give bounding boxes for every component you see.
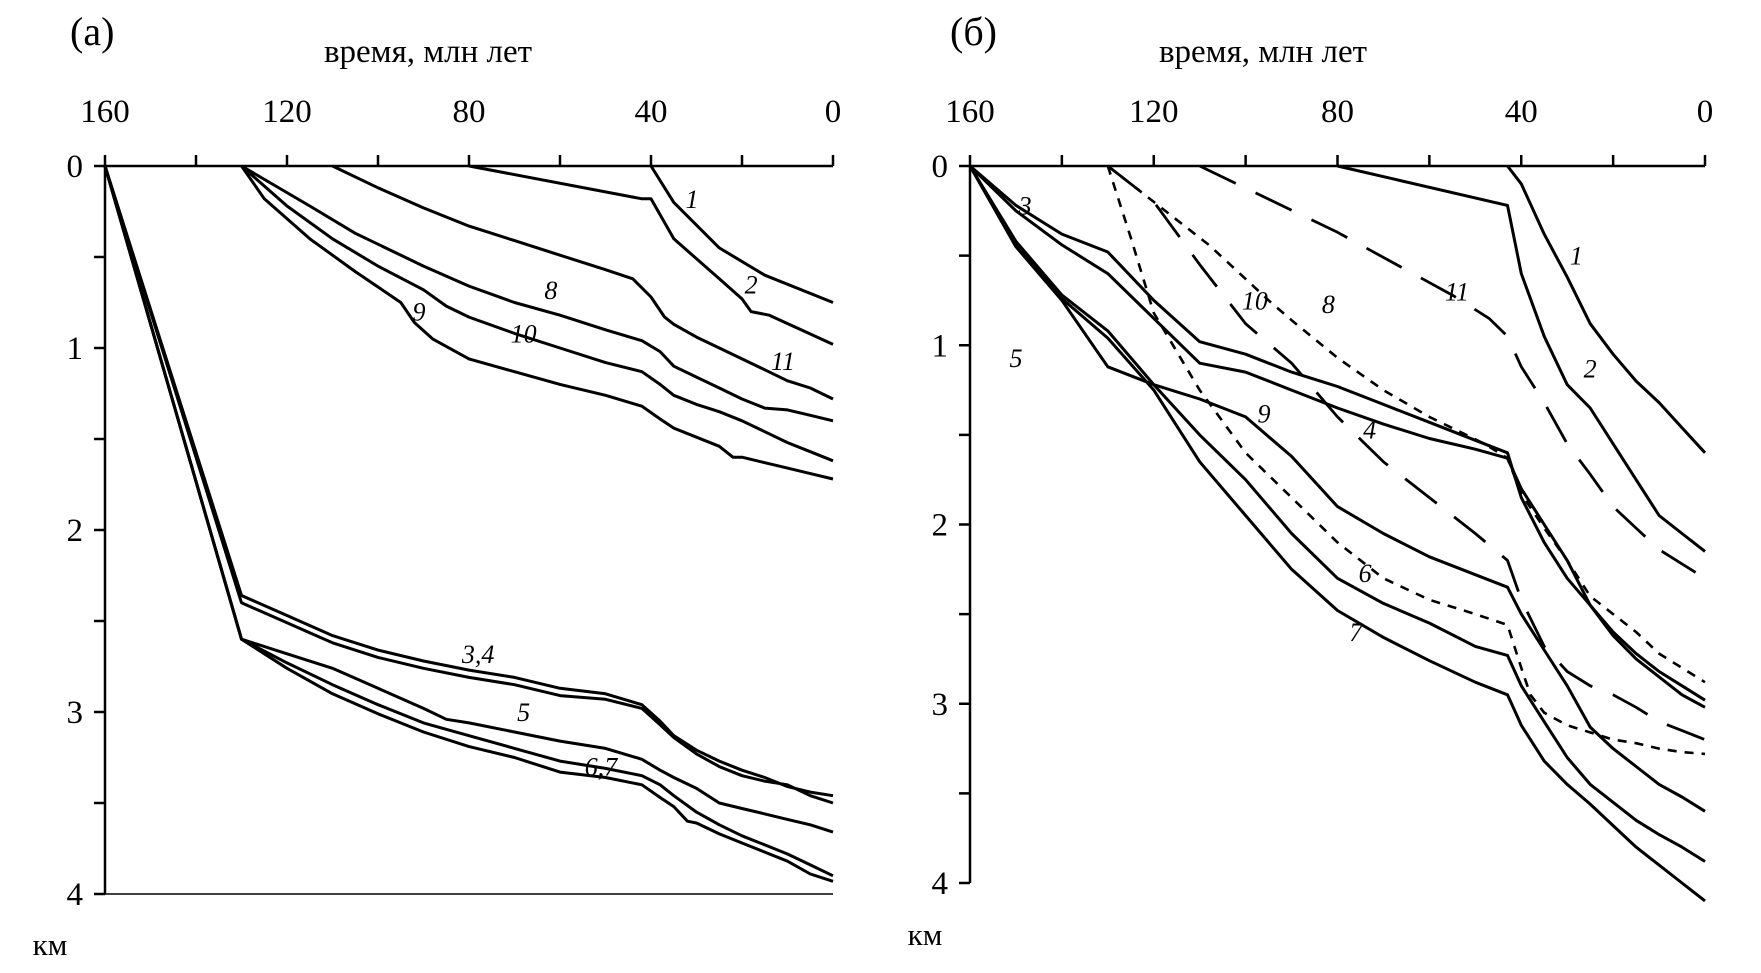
series-b-11-label: 11 (1445, 277, 1469, 306)
y-tick-label-a-2: 2 (67, 513, 84, 549)
x-tick-label-b-80: 80 (1321, 94, 1354, 130)
y-axis-unit-b: км (908, 917, 943, 952)
series-a-u2-line (331, 164, 834, 401)
x-tick-label-b-40: 40 (1505, 94, 1538, 130)
series-b-2-line (1337, 164, 1706, 553)
series-a-6-7-label: 6,7 (585, 753, 619, 782)
series-a-2-label: 2 (745, 270, 758, 299)
series-a-1-line (649, 165, 834, 304)
x-tick-label-a-80: 80 (453, 94, 486, 130)
y-tick-label-b-4: 4 (932, 866, 949, 902)
x-tick-label-a-0: 0 (825, 94, 842, 130)
panel-a: (а) время, млн лет км 160 120 80 40 0 0 1 2 3 4 1 2… (33, 9, 842, 962)
y-tick-label-b-0: 0 (932, 149, 949, 185)
x-axis-title-b: время, млн лет (1159, 34, 1367, 70)
series-a-6-7-line (103, 165, 834, 883)
series-b-6-label: 6 (1359, 559, 1372, 588)
series-a-9-line (240, 165, 834, 481)
series-b-2-label: 2 (1584, 355, 1597, 384)
series-a-5-line (103, 165, 834, 834)
y-tick-label-b-2: 2 (932, 508, 949, 544)
y-tick-label-b-1: 1 (932, 328, 949, 364)
y-tick-label-a-4: 4 (67, 877, 84, 913)
series-a-1-label: 1 (685, 185, 698, 214)
series-a-11-label: 11 (771, 347, 795, 376)
series-a-3-4-line (103, 165, 834, 805)
series-b-7-line (968, 165, 1706, 903)
series-b-9-label: 9 (1258, 399, 1271, 428)
x-tick-label-b-120: 120 (1129, 94, 1179, 130)
series-b-8-label: 8 (1322, 290, 1335, 319)
series-b-4-label: 4 (1363, 415, 1376, 444)
x-tick-label-a-40: 40 (635, 94, 668, 130)
x-tick-label-a-160: 160 (80, 94, 130, 130)
x-axis-title-a: время, млн лет (324, 34, 532, 70)
x-tick-label-b-0: 0 (1697, 94, 1714, 130)
y-tick-label-a-1: 1 (67, 331, 84, 367)
panel-label-b: (б) (950, 9, 997, 54)
series-a-u10-line (103, 165, 834, 878)
series-b-7-label: 7 (1349, 618, 1363, 647)
series-b-10-line (1106, 164, 1706, 741)
series-a-8-line (240, 164, 834, 423)
series-b-5-label: 5 (1009, 344, 1022, 373)
series-a-5-label: 5 (517, 698, 530, 727)
series-a-u7-line (103, 165, 834, 798)
series-b-4-line (968, 164, 1706, 709)
y-axis-unit-a: км (33, 927, 68, 962)
series-a-9-label: 9 (412, 298, 425, 327)
series-a-8-label: 8 (544, 276, 557, 305)
series-a-2-line (468, 164, 834, 346)
series-b-1-line (1506, 165, 1707, 454)
panel-label-a: (а) (70, 9, 114, 54)
series-a-11-line (240, 164, 834, 463)
series-b-1-label: 1 (1570, 242, 1583, 271)
series-b-11-line (1199, 164, 1706, 580)
x-tick-label-b-160: 160 (945, 94, 995, 130)
y-tick-label-b-3: 3 (932, 687, 949, 723)
y-tick-label-a-0: 0 (67, 149, 84, 185)
series-a-3-4-label: 3,4 (461, 640, 495, 669)
x-tick-label-a-120: 120 (262, 94, 312, 130)
panel-b: (б) время, млн лет км 160 120 80 40 0 0 1 2 3 4 1 2… (908, 9, 1714, 952)
series-a-10-label: 10 (511, 320, 537, 349)
series-b-8-line (1107, 164, 1706, 684)
series-b-3-line (969, 164, 1706, 702)
series-b-5-line (968, 165, 1706, 813)
y-tick-label-a-3: 3 (67, 695, 84, 731)
series-b-10-label: 10 (1242, 286, 1268, 315)
series-b-6-line (968, 165, 1706, 863)
